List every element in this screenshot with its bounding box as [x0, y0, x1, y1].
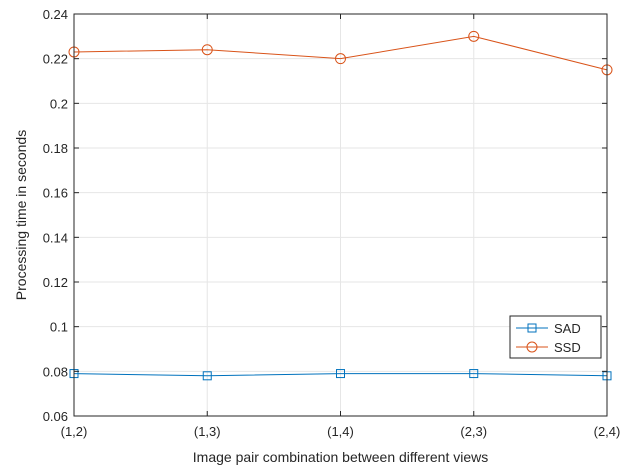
- x-tick-label: (1,3): [194, 424, 221, 439]
- legend-label-ssd: SSD: [554, 340, 581, 355]
- y-tick-label: 0.14: [43, 230, 68, 245]
- y-tick-label: 0.2: [50, 96, 68, 111]
- y-tick-label: 0.22: [43, 52, 68, 67]
- x-tick-label: (1,2): [61, 424, 88, 439]
- legend-label-sad: SAD: [554, 321, 581, 336]
- y-tick-label: 0.08: [43, 364, 68, 379]
- x-tick-label: (2,3): [460, 424, 487, 439]
- y-tick-label: 0.24: [43, 7, 68, 22]
- x-axis-label: Image pair combination between different…: [193, 449, 488, 465]
- y-tick-label: 0.1: [50, 320, 68, 335]
- y-tick-label: 0.06: [43, 409, 68, 424]
- x-tick-label: (2,4): [594, 424, 621, 439]
- y-tick-label: 0.12: [43, 275, 68, 290]
- y-tick-label: 0.16: [43, 186, 68, 201]
- y-tick-label: 0.18: [43, 141, 68, 156]
- y-axis-label: Processing time in seconds: [13, 130, 29, 300]
- legend: SAD SSD: [510, 316, 601, 358]
- x-tick-label: (1,4): [327, 424, 354, 439]
